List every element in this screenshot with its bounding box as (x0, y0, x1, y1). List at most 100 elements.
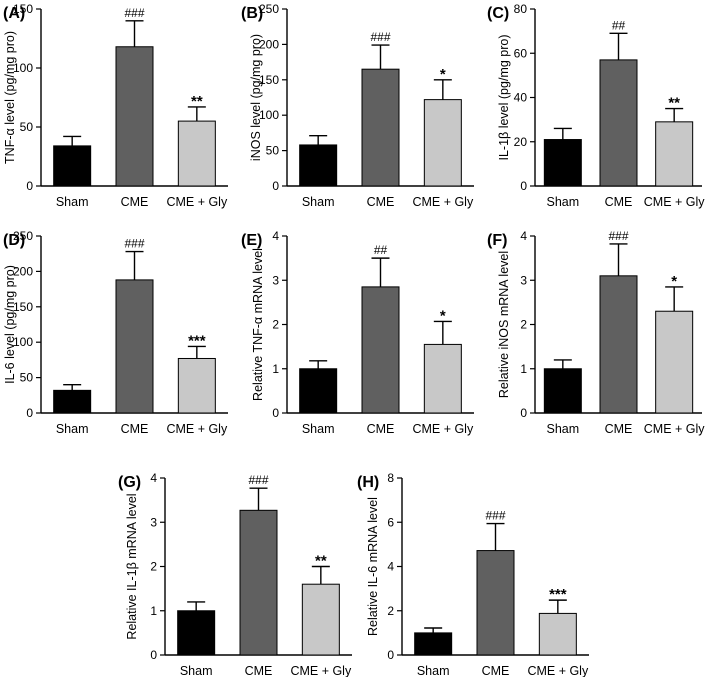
bar-sham (299, 144, 338, 187)
significance-mark: *** (549, 586, 567, 603)
x-category-label: CME + Gly (644, 422, 706, 436)
y-tick-label: 0 (26, 179, 33, 193)
panel-label: (D) (3, 232, 25, 249)
bar-cme-gly (301, 583, 340, 656)
bar-sham (53, 145, 92, 187)
panel-label: (B) (241, 5, 263, 22)
bar-cme (361, 68, 400, 187)
bar-sham (543, 368, 582, 414)
y-tick-label: 2 (387, 604, 394, 618)
y-tick-label: 2 (150, 560, 157, 574)
y-axis-title: Relative TNF-α mRNA level (251, 248, 265, 401)
x-category-label: CME + Gly (412, 195, 474, 209)
y-tick-label: 0 (272, 406, 279, 420)
x-category-label: Sham (547, 195, 580, 209)
chart-panel-1: (A) 0 50 100 150 TNF-α level (pg/mg pro) Sham #… (3, 2, 228, 209)
x-category-label: CME (121, 422, 149, 436)
x-category-label: CME (367, 195, 395, 209)
y-tick-label: 0 (387, 648, 394, 662)
y-tick-label: 150 (13, 2, 33, 16)
bar-cme (361, 286, 400, 414)
panel-label: (G) (118, 474, 141, 491)
bar-cme-gly (655, 310, 694, 414)
bar-cme-gly (177, 357, 216, 414)
y-tick-label: 4 (272, 229, 279, 243)
y-tick-label: 1 (520, 362, 527, 376)
y-tick-label: 100 (13, 335, 33, 349)
panel-label: (C) (487, 5, 509, 22)
significance-mark: ** (191, 93, 203, 110)
y-tick-label: 200 (13, 264, 33, 278)
significance-mark: ## (374, 243, 388, 257)
x-category-label: CME + Gly (644, 195, 706, 209)
bar-cme (115, 46, 154, 187)
bar-cme (239, 509, 278, 656)
panel-label: (F) (487, 232, 507, 249)
significance-mark: * (440, 66, 446, 83)
y-axis-title: iNOS level (pg/mg pro) (249, 34, 263, 161)
significance-mark: ### (608, 229, 628, 243)
significance-mark: ### (485, 509, 505, 523)
significance-mark: ### (248, 473, 268, 487)
y-tick-label: 150 (259, 73, 279, 87)
y-tick-label: 6 (387, 515, 394, 529)
x-category-label: Sham (547, 422, 580, 436)
chart-panel-6: (F) 0 1 2 3 4 Relative iNOS mRNA level Sham ### C… (487, 229, 705, 436)
bar-cme (476, 550, 515, 656)
y-tick-label: 100 (13, 61, 33, 75)
x-category-label: CME (121, 195, 149, 209)
y-tick-label: 0 (26, 406, 33, 420)
x-category-label: CME (605, 195, 633, 209)
bar-cme-gly (423, 99, 462, 187)
y-tick-label: 0 (520, 179, 527, 193)
chart-panel-3: (C) 0 20 40 60 80 IL-1β level (pg/mg pro) Sham #… (487, 2, 705, 209)
y-tick-label: 3 (272, 273, 279, 287)
y-tick-label: 80 (514, 2, 528, 16)
bar-cme (115, 279, 154, 414)
significance-mark: * (440, 307, 446, 324)
significance-mark: *** (188, 332, 206, 349)
bar-cme-gly (655, 121, 694, 187)
y-axis-title: IL-6 level (pg/mg pro) (3, 265, 17, 384)
panel-label: (E) (241, 232, 262, 249)
x-category-label: Sham (56, 422, 89, 436)
chart-panel-2: (B) 0 50 100 150 200 250 iNOS level (pg/mg pro)… (241, 2, 474, 209)
y-tick-label: 1 (272, 362, 279, 376)
x-category-label: CME + Gly (166, 422, 228, 436)
x-category-label: CME + Gly (290, 664, 352, 677)
bar-cme-gly (177, 120, 216, 187)
bar-sham (177, 610, 216, 656)
significance-mark: * (671, 273, 677, 290)
y-axis-title: TNF-α level (pg/mg pro) (3, 31, 17, 164)
y-tick-label: 200 (259, 37, 279, 51)
chart-panel-7: (G) 0 1 2 3 4 Relative IL-1β mRNA level Sham ###… (118, 471, 352, 677)
y-tick-label: 60 (514, 46, 528, 60)
y-tick-label: 50 (20, 120, 34, 134)
bar-sham (414, 632, 453, 656)
y-axis-title: Relative IL-1β mRNA level (125, 493, 139, 639)
chart-panel-4: (D) 0 50 100 150 200 250 IL-6 level (pg/mg pro)… (3, 229, 228, 436)
x-category-label: CME (245, 664, 273, 677)
y-axis-title: Relative iNOS mRNA level (497, 251, 511, 398)
y-tick-label: 250 (259, 2, 279, 16)
y-tick-label: 50 (266, 144, 280, 158)
bar-cme-gly (423, 343, 462, 414)
panel-label: (H) (357, 474, 379, 491)
x-category-label: CME (367, 422, 395, 436)
significance-mark: ### (370, 30, 390, 44)
y-tick-label: 50 (20, 371, 34, 385)
y-axis-title: Relative IL-6 mRNA level (366, 497, 380, 636)
y-tick-label: 2 (520, 318, 527, 332)
bar-sham (299, 368, 338, 414)
y-tick-label: 3 (150, 515, 157, 529)
y-tick-label: 40 (514, 91, 528, 105)
x-category-label: CME (482, 664, 510, 677)
y-tick-label: 4 (150, 471, 157, 485)
y-tick-label: 0 (150, 648, 157, 662)
y-tick-label: 1 (150, 604, 157, 618)
y-tick-label: 150 (13, 300, 33, 314)
significance-mark: ### (124, 237, 144, 251)
significance-mark: ### (124, 6, 144, 20)
y-tick-label: 8 (387, 471, 394, 485)
